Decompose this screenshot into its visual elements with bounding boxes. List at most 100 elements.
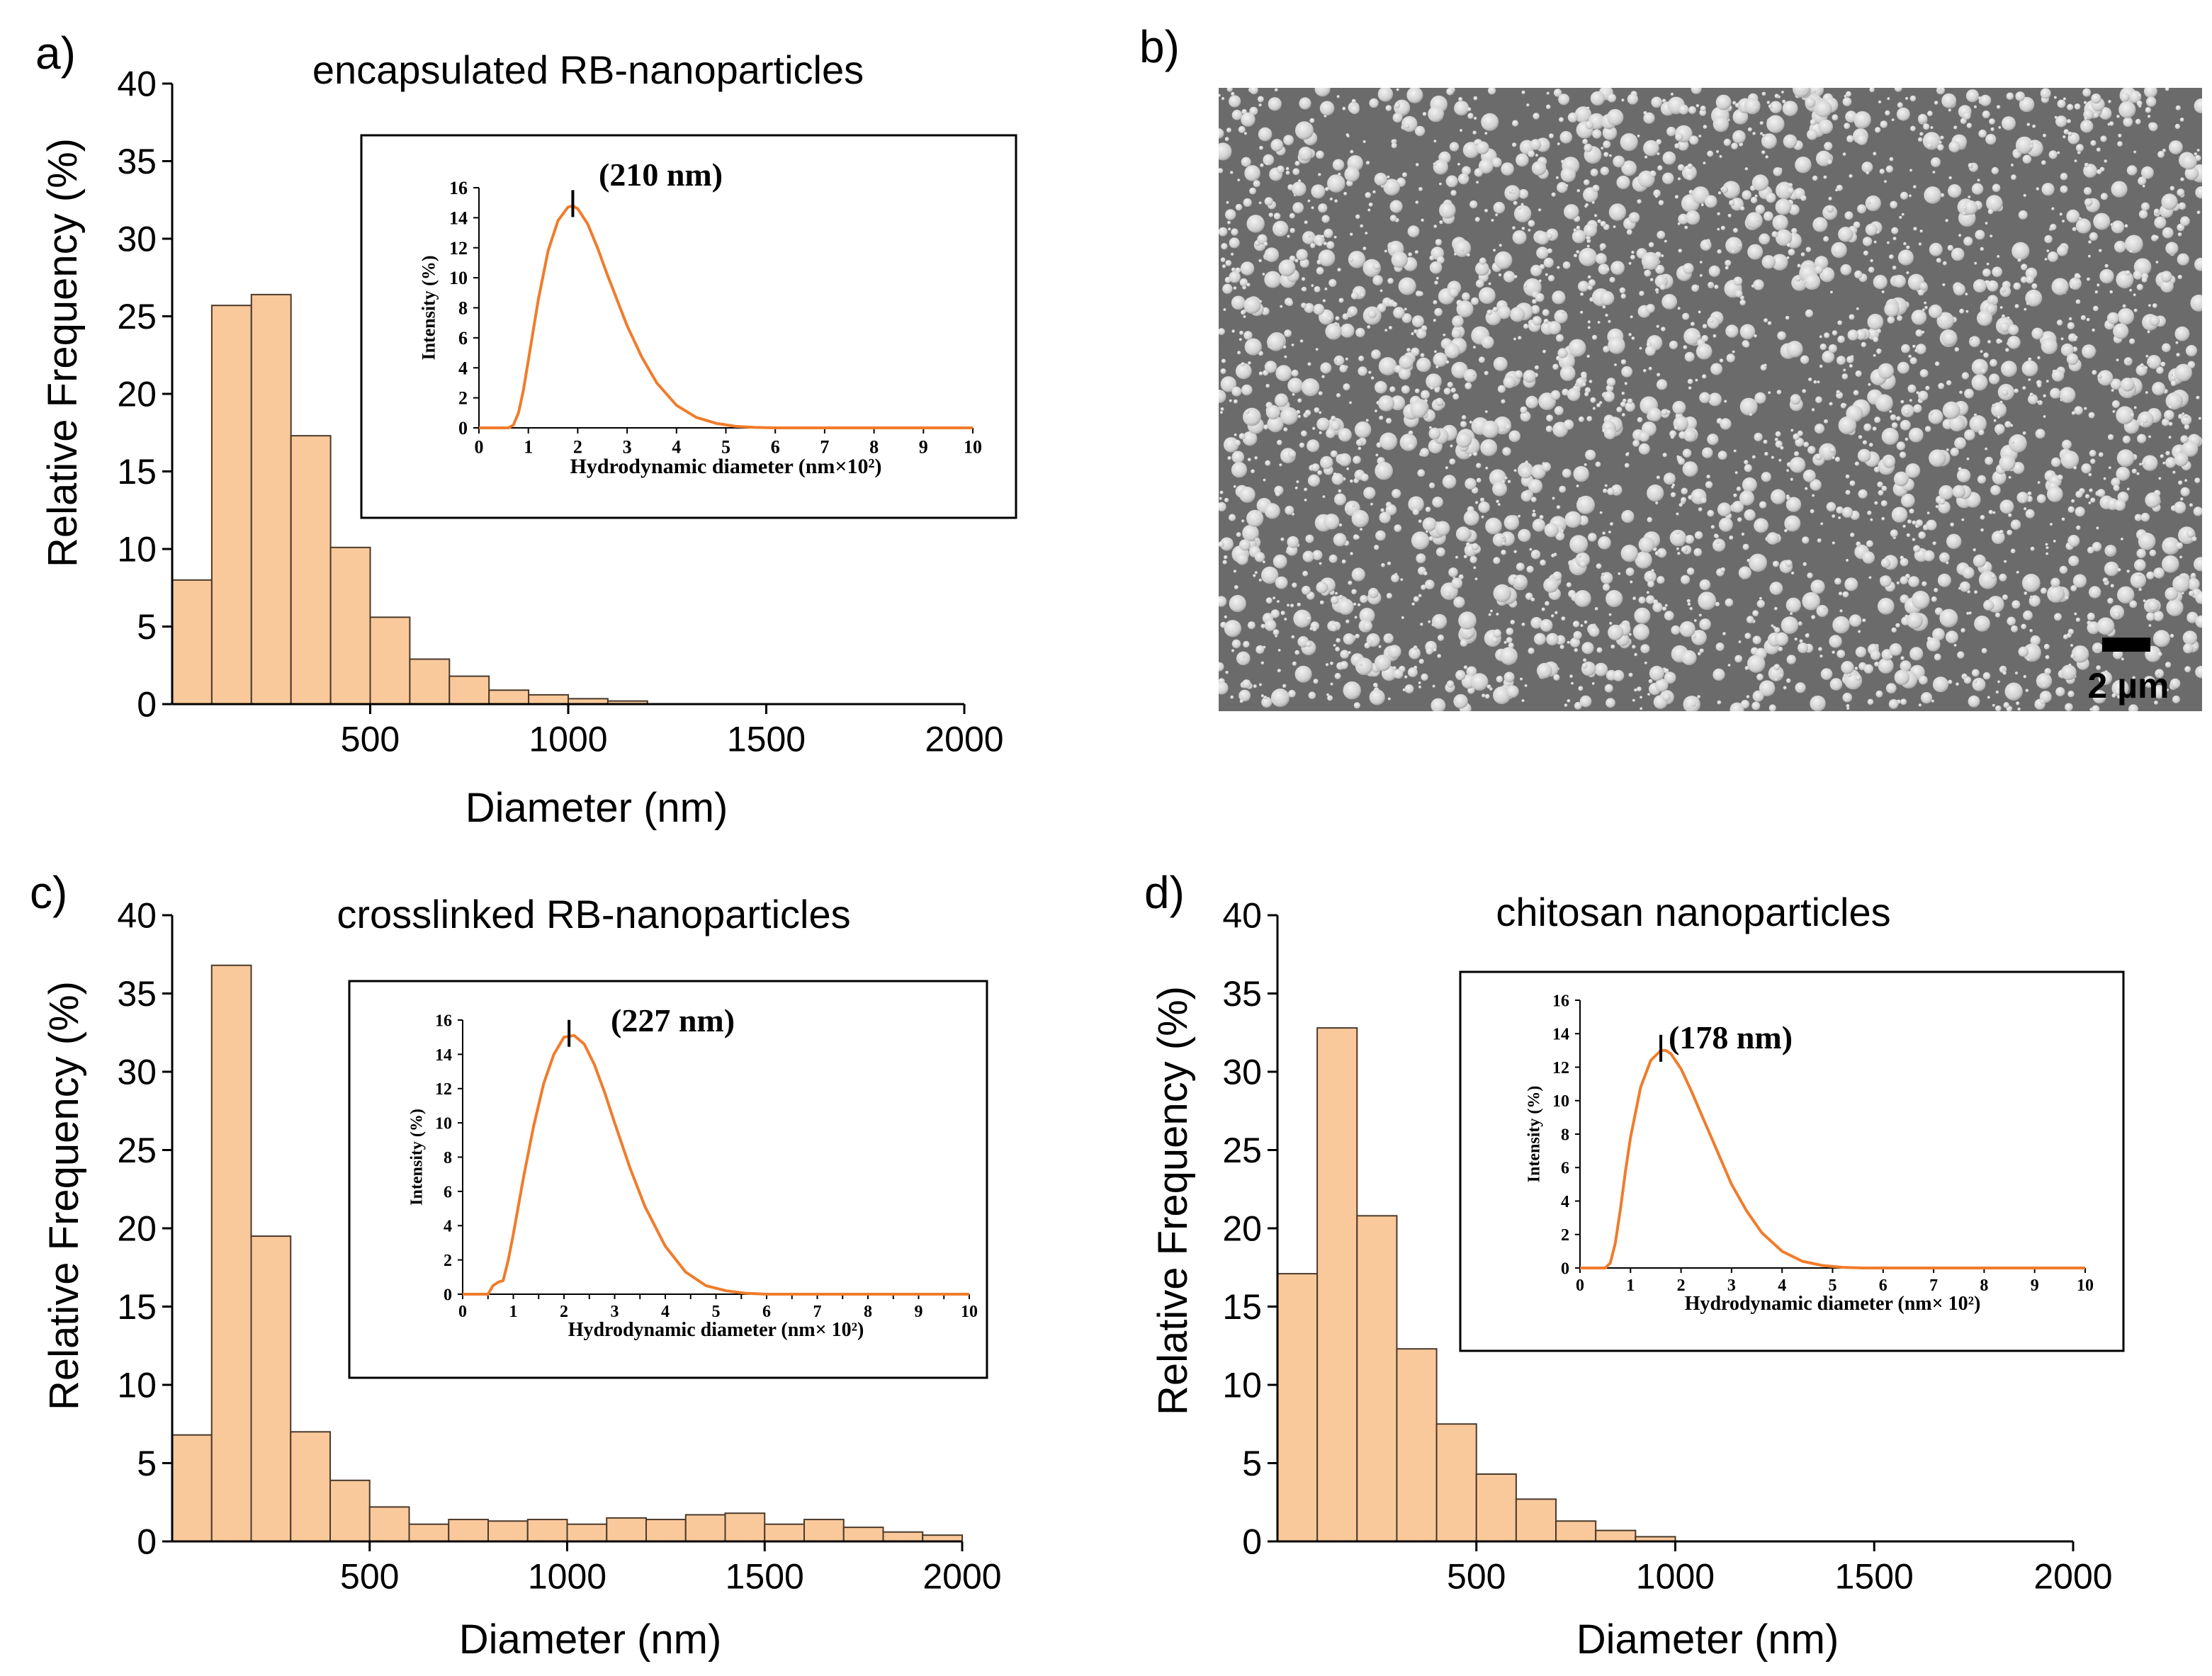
sem-particle [2153,611,2164,621]
sem-particle [1594,607,1598,611]
sem-particle [1936,312,1954,329]
sem-particle [2067,131,2072,136]
sem-particle [2055,115,2067,128]
sem-particle [1832,541,1836,545]
sem-particle [1817,538,1822,543]
sem-particle [1398,367,1411,380]
sem-particle [1681,546,1688,553]
histogram-bar [210,964,252,1542]
sem-particle [2030,546,2035,551]
sem-particle [1262,273,1265,276]
sem-particle [2193,506,2202,516]
scale-bar-label: 2 µm [2088,666,2169,706]
sem-particle [1909,509,1914,514]
sem-particle [1516,562,1525,571]
sem-particle [1941,93,1957,108]
sem-particle [1413,329,1418,334]
sem-particle [1528,647,1535,655]
sem-particle [2196,395,2200,400]
sem-particle [1383,633,1394,644]
sem-particle [2116,271,2134,289]
sem-particle [1873,152,1877,156]
sem-particle [1411,531,1430,550]
sem-particle [1592,184,1600,192]
sem-particle [1307,474,1321,487]
sem-particle [1683,263,1694,274]
sem-particle [1810,509,1815,514]
sem-particle [1554,406,1564,416]
sem-particle [1219,128,1224,139]
sem-particle [1910,125,1916,132]
x-axis-label: Diameter (nm) [459,1616,722,1663]
sem-particle [1263,242,1268,247]
sem-particle [1292,168,1300,176]
sem-particle [1646,304,1655,313]
sem-particle [1451,329,1462,339]
sem-particle [1867,698,1874,706]
sem-particle [1641,251,1660,270]
sem-particle [1873,240,1877,244]
inset-y-tick-label: 8 [458,298,468,319]
sem-particle [2016,701,2020,706]
sem-particle [1712,334,1717,338]
sem-particle [1461,248,1465,251]
sem-particle [2017,707,2021,711]
sem-particle [1940,193,1945,198]
sem-particle [1906,245,1910,249]
sem-particle [1828,344,1837,353]
y-tick-label: 20 [117,375,157,414]
sem-particle [1518,336,1522,340]
sem-particle [2035,429,2045,439]
sem-particle [1811,615,1816,620]
sem-particle [1842,591,1849,598]
sem-particle [1751,174,1769,191]
sem-particle [1900,191,1909,200]
sem-particle [1661,294,1678,310]
inset-peak-label: (210 nm) [599,157,723,193]
sem-particle [1909,194,1912,198]
sem-particle [1786,496,1790,501]
sem-particle [1533,633,1546,645]
sem-particle [1312,626,1317,632]
sem-particle [1387,175,1390,179]
sem-particle [1241,157,1251,167]
sem-particle [1773,664,1781,671]
sem-particle [1800,355,1810,364]
sem-particle [2118,133,2122,138]
sem-particle [1554,310,1568,324]
sem-particle [1677,164,1685,171]
sem-particle [1450,444,1453,448]
sem-particle [1512,226,1516,230]
sem-particle [1228,227,1231,231]
sem-particle [1254,456,1258,460]
sem-particle [1452,393,1460,400]
sem-particle [1255,538,1258,541]
sem-particle [1703,162,1706,165]
inset-y-tick-label: 16 [1552,992,1569,1010]
sem-particle [1307,362,1311,366]
sem-particle [2045,552,2049,555]
sem-particle [1846,356,1854,363]
sem-particle [1999,339,2003,344]
sem-particle [1220,537,1234,551]
sem-particle [1309,627,1313,630]
sem-particle [1710,319,1714,323]
sem-particle [1521,699,1525,703]
sem-particle [1231,91,1235,96]
sem-particle [2063,97,2067,101]
sem-particle [1474,577,1478,581]
sem-particle [1790,394,1801,405]
sem-particle [1604,684,1613,693]
sem-particle [1918,242,1922,246]
sem-particle [1686,210,1700,225]
sem-particle [1700,203,1704,207]
sem-particle [2002,314,2005,318]
sem-particle [1695,343,1712,360]
sem-particle [1421,673,1428,681]
sem-particle [1631,336,1635,340]
sem-particle [1963,674,1968,679]
sem-particle [2093,305,2099,312]
sem-particle [2072,574,2087,588]
sem-particle [1647,693,1651,696]
sem-particle [1614,363,1618,367]
